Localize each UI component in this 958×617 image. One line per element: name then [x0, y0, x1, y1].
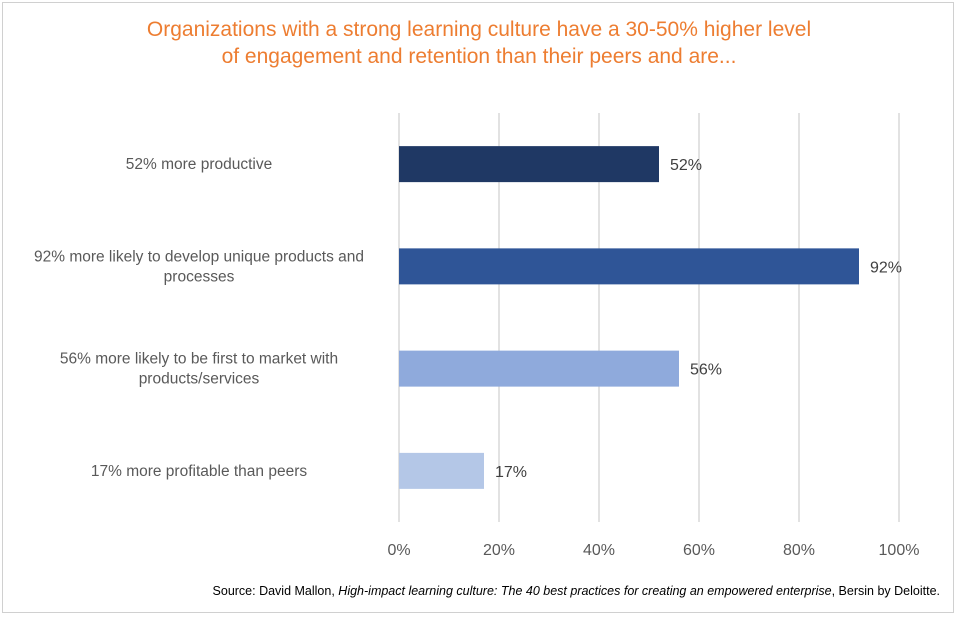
category-label-1-line-1: processes [164, 268, 235, 285]
category-label-0: 52% more productive [126, 156, 272, 173]
category-label-0-line-0: 52% more productive [126, 156, 272, 173]
source-prefix: Source: David Mallon, [212, 584, 339, 598]
chart-title-line-1: Organizations with a strong learning cul… [146, 18, 812, 41]
x-tick-label-0: 0% [387, 542, 410, 559]
category-label-2-line-1: products/services [139, 371, 260, 388]
x-tick-label-4: 80% [783, 542, 815, 559]
x-tick-label-3: 60% [683, 542, 715, 559]
source-suffix: , Bersin by Deloitte. [831, 584, 940, 598]
category-label-2: 56% more likely to be first to market wi… [60, 351, 338, 388]
category-label-1-line-0: 92% more likely to develop unique produc… [34, 248, 364, 265]
category-label-3: 17% more profitable than peers [91, 463, 308, 480]
data-label-2: 56% [690, 362, 722, 379]
x-tick-label-2: 40% [583, 542, 615, 559]
category-label-3-line-0: 17% more profitable than peers [91, 463, 308, 480]
bar-3 [399, 452, 484, 489]
bar-0 [399, 146, 659, 183]
x-tick-label-1: 20% [483, 542, 515, 559]
bar-2 [399, 350, 679, 387]
x-tick-label-5: 100% [879, 542, 920, 559]
data-label-3: 17% [495, 464, 527, 481]
data-label-1: 92% [870, 259, 902, 276]
category-label-1: 92% more likely to develop unique produc… [34, 248, 364, 285]
bar-1 [399, 248, 859, 285]
source-note: Source: David Mallon, High-impact learni… [0, 584, 940, 598]
category-label-2-line-0: 56% more likely to be first to market wi… [60, 351, 338, 368]
data-label-0: 52% [670, 157, 702, 174]
chart-title: Organizations with a strong learning cul… [0, 16, 958, 70]
source-title: High-impact learning culture: The 40 bes… [338, 584, 832, 598]
chart-title-line-2: of engagement and retention than their p… [221, 45, 737, 68]
